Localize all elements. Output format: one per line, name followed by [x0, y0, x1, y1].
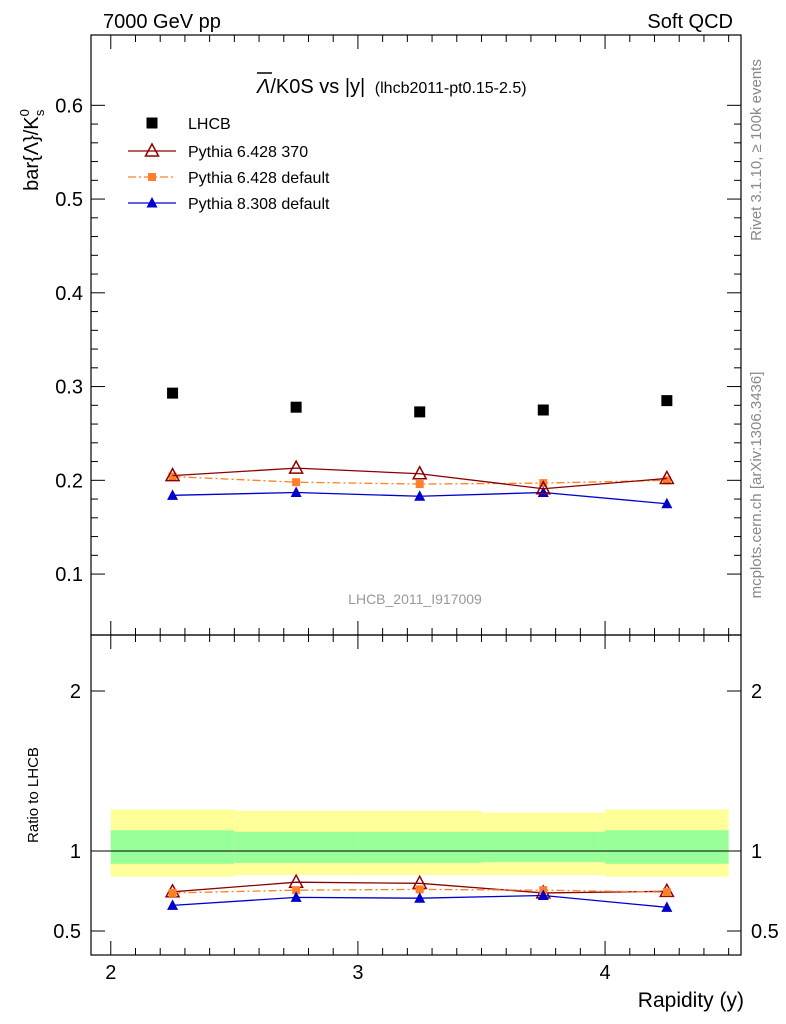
- ratio-y-tick-label: 1: [70, 841, 81, 863]
- main-p6_370-point: [411, 465, 428, 480]
- main-p6_def-point: [662, 476, 671, 485]
- ratio-p8-point: [290, 891, 302, 902]
- ratio-y-tick-label-right: 2: [751, 681, 762, 703]
- main-p8-point: [167, 489, 179, 500]
- x-axis-label: Rapidity (y): [638, 989, 744, 1012]
- main-p6_def-point: [168, 472, 177, 481]
- legend-label: LHCB: [188, 116, 231, 133]
- ratio-p8-point: [167, 899, 179, 910]
- ratio-p8-point: [537, 889, 549, 900]
- ratio-band-inner: [357, 831, 482, 863]
- ratio-p6_370-line: [172, 881, 667, 894]
- x-tick-label: 2: [105, 962, 116, 984]
- ratio-band-inner: [605, 830, 729, 864]
- x-tick-label: 3: [352, 962, 363, 984]
- main-data-point: [167, 387, 179, 399]
- y-tick-label: 0.1: [55, 564, 83, 586]
- ratio-band-inner: [234, 831, 358, 863]
- ratio-y-tick-label: 2: [70, 681, 81, 703]
- y-tick-label: 0.6: [55, 95, 83, 117]
- side-text-rivet: Rivet 3.1.10, ≥ 100k events: [748, 59, 765, 241]
- title-main: /K0S vs |y|: [270, 76, 365, 98]
- legend-label: Pythia 8.308 default: [188, 196, 330, 213]
- ratio-p6_def-point: [168, 888, 177, 897]
- ratio-axis-label: Ratio to LHCB: [25, 747, 42, 843]
- plot-layer: 0.1 0.2 0.3 0.4 0.5 0.6 0.5 0.5 1 1 2 2 2 3 4 LHCB Pythi…: [53, 34, 779, 984]
- main-p6_370-point: [288, 459, 304, 474]
- main-data-point: [290, 401, 302, 413]
- main-data-point: [414, 406, 426, 418]
- ratio-p6_def-point: [292, 886, 301, 895]
- ratio-p6_def-point: [415, 885, 424, 894]
- main-p8-point: [290, 486, 302, 497]
- ratio-band-inner: [481, 831, 606, 863]
- y-axis-label: bar{Λ}/K0s: [17, 109, 47, 191]
- main-p8-point: [661, 497, 673, 509]
- ratio-y-tick-label: 0.5: [53, 921, 81, 943]
- legend-marker: [148, 173, 156, 181]
- main-p6_370-point: [535, 480, 552, 495]
- svg-text:Λ/K0S vs |y| (lhcb2011-p: Λ/K0S vs |y| (lhcb2011-pt0.15-2.5): [256, 76, 527, 98]
- ratio-panel-frame: [90, 634, 742, 956]
- ratio-p6_370-point: [288, 873, 304, 888]
- main-data-point: [537, 404, 549, 416]
- main-p6_370-line: [172, 467, 667, 490]
- main-p6_370-point: [659, 469, 675, 485]
- header-right: Soft QCD: [647, 11, 733, 33]
- ratio-y-tick-label-right: 1: [751, 841, 762, 863]
- ratio-p8-point: [661, 901, 673, 912]
- x-tick-label: 4: [600, 962, 611, 984]
- plot-title: Λ/K0S vs |y| (lhcb2011-pt0.15-2.5): [256, 72, 527, 98]
- title-lambda: Λ: [256, 76, 270, 98]
- ratio-p8-point: [414, 892, 426, 903]
- side-text-mcplots: mcplots.cern.ch [arXiv:1306.3436]: [748, 372, 765, 599]
- y-tick-label: 0.5: [55, 189, 83, 211]
- analysis-watermark: LHCB_2011_I917009: [348, 591, 482, 607]
- ratio-y-tick-label-right: 0.5: [751, 921, 779, 943]
- svg-text:bar{Λ}/K0s: bar{Λ}/K0s: [17, 109, 47, 191]
- title-sub: (lhcb2011-pt0.15-2.5): [375, 80, 527, 97]
- y-tick-label: 0.4: [55, 283, 83, 305]
- legend-marker: [146, 197, 158, 208]
- main-p6_def-point: [415, 480, 424, 489]
- ratio-p6_def-point: [662, 888, 671, 897]
- main-p6_370-point: [164, 467, 181, 482]
- legend-marker: [144, 142, 160, 157]
- legend-label: Pythia 6.428 370: [188, 144, 308, 161]
- ratio-band-inner: [110, 830, 235, 864]
- main-p8-point: [414, 490, 426, 501]
- legend-marker: [146, 117, 158, 129]
- y-tick-label: 0.2: [55, 470, 83, 492]
- main-data-point: [661, 395, 673, 407]
- y-tick-label: 0.3: [55, 377, 83, 399]
- main-p6_def-point: [292, 478, 301, 487]
- header-left: 7000 GeV pp: [103, 11, 221, 33]
- legend-label: Pythia 6.428 default: [188, 170, 330, 187]
